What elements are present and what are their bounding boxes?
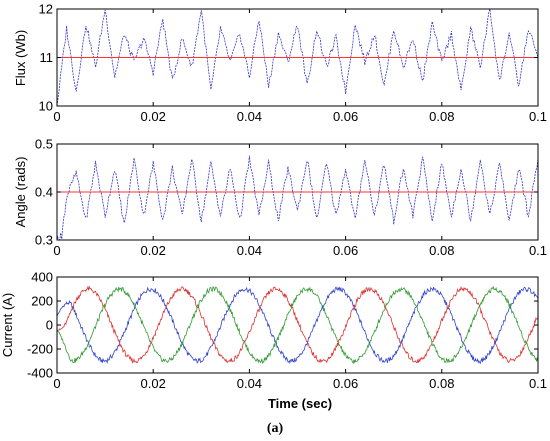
- angle-xtick-label: 0: [53, 243, 60, 258]
- current-axis-label: Current (A): [0, 293, 15, 357]
- flux-xtick-label: 0: [53, 109, 60, 124]
- time-axis-label: Time (sec): [268, 396, 332, 411]
- current-xtick-label: 0.04: [237, 376, 262, 391]
- angle-ytick-label: 0.3: [35, 233, 53, 248]
- current-axes-frame: [56, 276, 539, 374]
- angle-xtick-label: 0.02: [141, 243, 166, 258]
- figure-caption: (a): [267, 421, 284, 436]
- angle-xtick-label: 0.04: [237, 243, 262, 258]
- flux-xtick-label: 0.08: [429, 109, 454, 124]
- flux-ytick-label: 10: [39, 99, 53, 114]
- flux-ytick-label: 12: [39, 2, 53, 17]
- current-series-2: [57, 285, 538, 365]
- flux-xtick-label: 0.1: [529, 109, 547, 124]
- flux-series-0: [57, 9, 538, 106]
- current-xtick-label: 0.08: [429, 376, 454, 391]
- current-xtick-label: 0.06: [333, 376, 358, 391]
- flux-axis-label: Flux (Wb): [13, 30, 28, 86]
- current-series-0: [57, 286, 538, 365]
- flux-series-group: [57, 9, 538, 106]
- current-xtick-label: 0: [53, 376, 60, 391]
- angle-xtick-label: 0.06: [333, 243, 358, 258]
- angle-axis-label: Angle (rads): [13, 157, 28, 228]
- current-ytick-label: -200: [27, 342, 53, 357]
- current-series-group: [57, 285, 538, 365]
- current-ytick-label: 0: [46, 318, 53, 333]
- flux-panel: Flux (Wb) 0 0.02 0.04 0.06 0.08 0.1 10 11 12: [13, 2, 547, 125]
- angle-panel: Angle (rads) 0 0.02 0.04 0.06 0.08 0.1 0.3 0.4 0…: [13, 137, 547, 259]
- angle-ytick-label: 0.5: [35, 137, 53, 152]
- current-ytick-label: 200: [31, 294, 53, 309]
- angle-xtick-label: 0.1: [529, 243, 547, 258]
- current-ytick-label: 400: [31, 270, 53, 285]
- current-series-1: [57, 285, 538, 364]
- angle-ytick-label: 0.4: [35, 185, 53, 200]
- angle-xtick-label: 0.08: [429, 243, 454, 258]
- flux-ytick-label: 11: [40, 50, 54, 65]
- current-panel: Current (A) Time (sec) 0 0.02 0.04 0.06 0.08…: [0, 270, 547, 412]
- flux-xtick-label: 0.04: [237, 109, 262, 124]
- current-xtick-label: 0.1: [529, 376, 547, 391]
- flux-xtick-label: 0.06: [333, 109, 358, 124]
- angle-series-group: [57, 155, 538, 240]
- current-ytick-label: -400: [27, 366, 53, 381]
- flux-xtick-label: 0.02: [141, 109, 166, 124]
- angle-series-0: [57, 155, 538, 240]
- current-xtick-label: 0.02: [141, 376, 166, 391]
